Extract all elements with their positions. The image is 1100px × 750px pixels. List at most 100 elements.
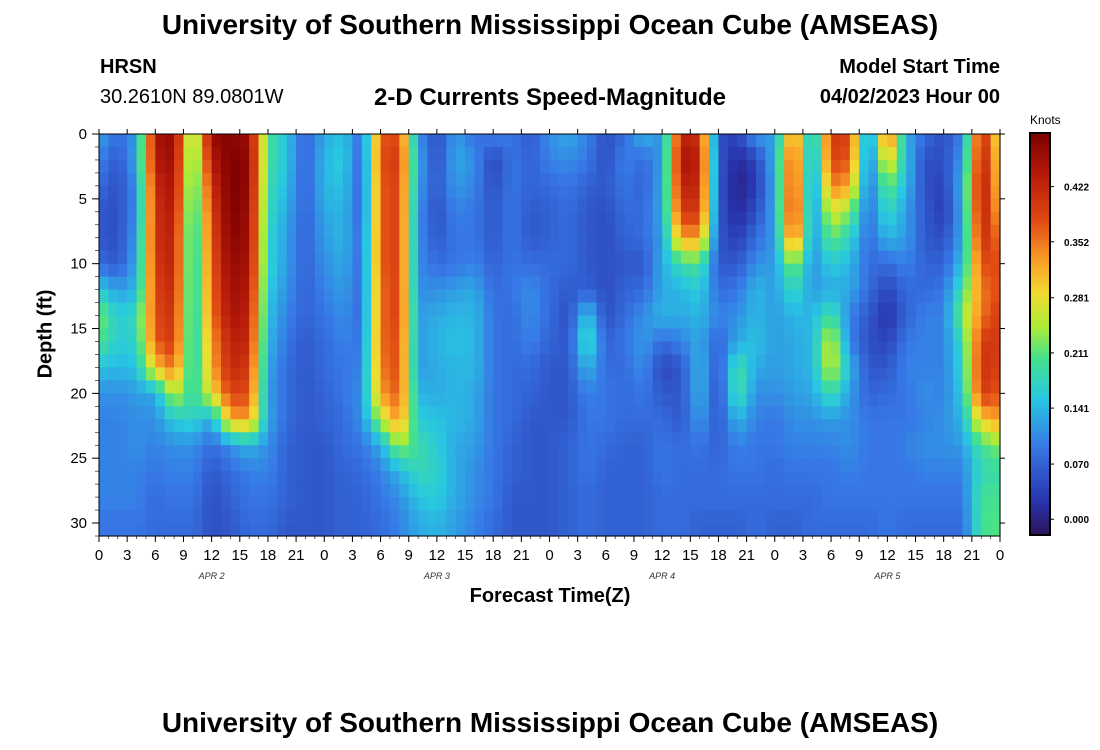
heatmap-cell [981, 185, 992, 200]
heatmap-cell [793, 263, 804, 278]
heatmap-cell [971, 198, 982, 213]
heatmap-cell [511, 302, 522, 317]
heatmap-cell [314, 367, 325, 381]
heatmap-cell [540, 289, 551, 304]
heatmap-cell [849, 445, 860, 459]
heatmap-cell [258, 263, 269, 278]
heatmap-cell [755, 302, 766, 317]
heatmap-cell [774, 458, 785, 472]
heatmap-cell [821, 211, 832, 226]
heatmap-cell [343, 380, 354, 394]
heatmap-cell [568, 159, 579, 174]
heatmap-cell [127, 510, 138, 524]
heatmap-cell [436, 367, 447, 381]
heatmap-cell [680, 289, 691, 304]
heatmap-cell [633, 211, 644, 226]
colorbar-band [1030, 210, 1050, 214]
heatmap-cell [680, 134, 691, 148]
heatmap-cell [587, 263, 598, 278]
heatmap-cell [333, 159, 344, 174]
heatmap-cell [633, 276, 644, 291]
heatmap-cell [314, 185, 325, 200]
heatmap-cell [389, 276, 400, 291]
heatmap-cell [727, 159, 738, 174]
heatmap-cell [877, 134, 888, 148]
heatmap-cell [221, 380, 232, 394]
colorbar-band [1030, 521, 1050, 526]
heatmap-cell [183, 198, 194, 213]
heatmap-cell [155, 510, 166, 524]
heatmap-cell [502, 185, 513, 200]
heatmap-cell [943, 445, 954, 459]
heatmap-cell [802, 263, 813, 278]
heatmap-cell [821, 497, 832, 511]
heatmap-cell [549, 134, 560, 148]
heatmap-cell [793, 289, 804, 304]
heatmap-cell [258, 237, 269, 252]
heatmap-cell [99, 328, 109, 343]
heatmap-cell [887, 198, 898, 213]
heatmap-cell [305, 159, 316, 174]
heatmap-cell [643, 445, 654, 459]
heatmap-cell [249, 198, 260, 213]
heatmap-cell [427, 458, 438, 472]
heatmap-cell [446, 224, 457, 239]
heatmap-cell [633, 263, 644, 278]
heatmap-cell [361, 419, 372, 433]
heatmap-cell [465, 263, 476, 278]
heatmap-cell [174, 328, 185, 343]
heatmap-cell [221, 510, 232, 524]
heatmap-cell [202, 458, 213, 472]
heatmap-cell [267, 185, 278, 200]
heatmap-cell [877, 458, 888, 472]
heatmap-cell [709, 380, 720, 394]
heatmap-cell [981, 458, 992, 472]
heatmap-cell [483, 302, 494, 317]
heatmap-cell [465, 458, 476, 472]
colorbar-band [1030, 464, 1050, 469]
heatmap-cell [239, 432, 250, 446]
colorbar-band [1030, 310, 1050, 315]
heatmap-cell [127, 471, 138, 485]
heatmap-cell [352, 393, 363, 407]
heatmap-cell [671, 367, 682, 381]
heatmap-cell [615, 367, 626, 381]
heatmap-cell [174, 198, 185, 213]
heatmap-cell [746, 419, 757, 433]
heatmap-cell [633, 198, 644, 213]
heatmap-cell [662, 172, 673, 187]
heatmap-cell [267, 367, 278, 381]
heatmap-cell [596, 134, 607, 148]
heatmap-cell [493, 380, 504, 394]
heatmap-cell [108, 263, 119, 278]
heatmap-cell [136, 328, 147, 343]
heatmap-cell [924, 185, 935, 200]
heatmap-cell [286, 445, 297, 459]
heatmap-cell [418, 224, 429, 239]
heatmap-cell [662, 211, 673, 226]
heatmap-cell [831, 471, 842, 485]
heatmap-cell [324, 510, 335, 524]
heatmap-cell [108, 471, 119, 485]
heatmap-cell [906, 471, 917, 485]
colorbar-band [1030, 444, 1050, 449]
heatmap-cell [305, 367, 316, 381]
heatmap-cell [568, 432, 579, 446]
heatmap-cell [596, 289, 607, 304]
heatmap-cell [249, 354, 260, 369]
heatmap-cell [483, 224, 494, 239]
x-tick-label: 0 [95, 547, 103, 564]
heatmap-cell [643, 471, 654, 485]
heatmap-cell [596, 445, 607, 459]
heatmap-cell [784, 237, 795, 252]
heatmap-cell [455, 354, 466, 369]
heatmap-cell [633, 406, 644, 420]
heatmap-cell [784, 328, 795, 343]
heatmap-cell [305, 134, 316, 148]
heatmap-cell [633, 523, 644, 537]
heatmap-cell [971, 458, 982, 472]
heatmap-cell [521, 146, 532, 161]
heatmap-cell [859, 523, 870, 537]
heatmap-cell [680, 380, 691, 394]
heatmap-cell [812, 458, 823, 472]
